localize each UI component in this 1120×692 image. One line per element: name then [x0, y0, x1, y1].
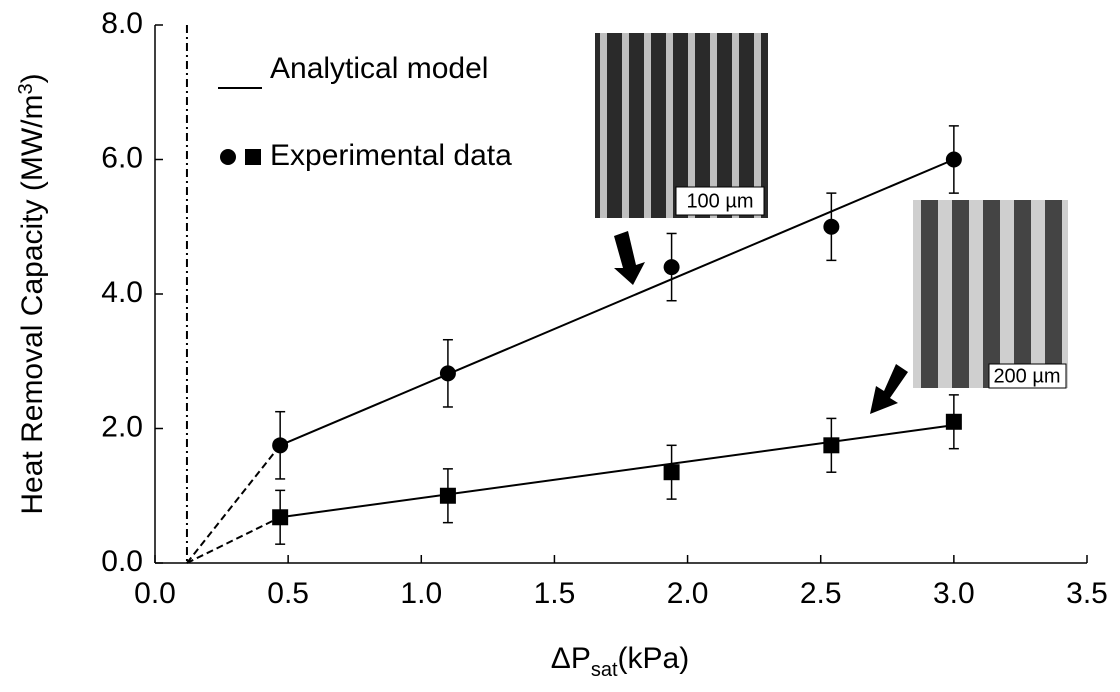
- x-label-unit: (kPa): [618, 642, 690, 675]
- data-point: [823, 218, 840, 235]
- legend-label: Analytical model: [270, 52, 488, 85]
- x-tick-label: 2.0: [667, 577, 709, 610]
- y-tick-label: 0.0: [101, 545, 143, 578]
- y-label-sup: 3: [15, 83, 37, 94]
- y-tick-label: 8.0: [101, 7, 143, 40]
- inset-label: 200 µm: [993, 365, 1060, 387]
- data-point: [823, 437, 840, 454]
- y-label-main: Heat Removal Capacity (MW/m: [16, 95, 49, 515]
- data-point: [272, 509, 289, 526]
- arrow: [614, 231, 645, 285]
- x-tick-label: 1.0: [400, 577, 442, 610]
- x-tick-label: 0.5: [267, 577, 309, 610]
- x-tick-label: 3.0: [933, 577, 975, 610]
- y-axis-label: Heat Removal Capacity (MW/m3): [15, 73, 49, 514]
- data-point: [439, 487, 456, 504]
- x-label-sub: sat: [591, 659, 618, 681]
- model-line: [279, 158, 955, 447]
- y-tick-label: 4.0: [101, 276, 143, 309]
- extrapolation-line: [186, 516, 281, 564]
- inset-image: [913, 200, 1068, 388]
- x-tick-label: 1.5: [534, 577, 576, 610]
- data-point: [945, 151, 962, 168]
- y-label-end: ): [16, 73, 49, 83]
- data-point: [439, 365, 456, 382]
- model-line: [280, 424, 954, 519]
- data-point: [945, 413, 962, 430]
- x-tick-label: 0.0: [134, 577, 176, 610]
- y-tick-label: 6.0: [101, 141, 143, 174]
- inset-label: 100 µm: [686, 190, 753, 212]
- data-point: [272, 437, 289, 454]
- extrapolation-line: [186, 444, 281, 564]
- x-tick-label: 2.5: [800, 577, 842, 610]
- data-point: [663, 259, 680, 276]
- legend-marker: [245, 149, 261, 165]
- inset-label-box: [988, 363, 1067, 389]
- inset-label-box: [675, 186, 765, 216]
- arrow: [870, 364, 908, 414]
- legend-label: Experimental data: [270, 139, 512, 172]
- x-tick-label: 3.5: [1066, 577, 1108, 610]
- data-point: [663, 464, 680, 481]
- x-label-main: ΔP: [551, 642, 591, 675]
- x-axis-label: ΔPsat(kPa): [551, 642, 689, 681]
- y-tick-label: 2.0: [101, 410, 143, 443]
- legend-marker: [220, 149, 236, 165]
